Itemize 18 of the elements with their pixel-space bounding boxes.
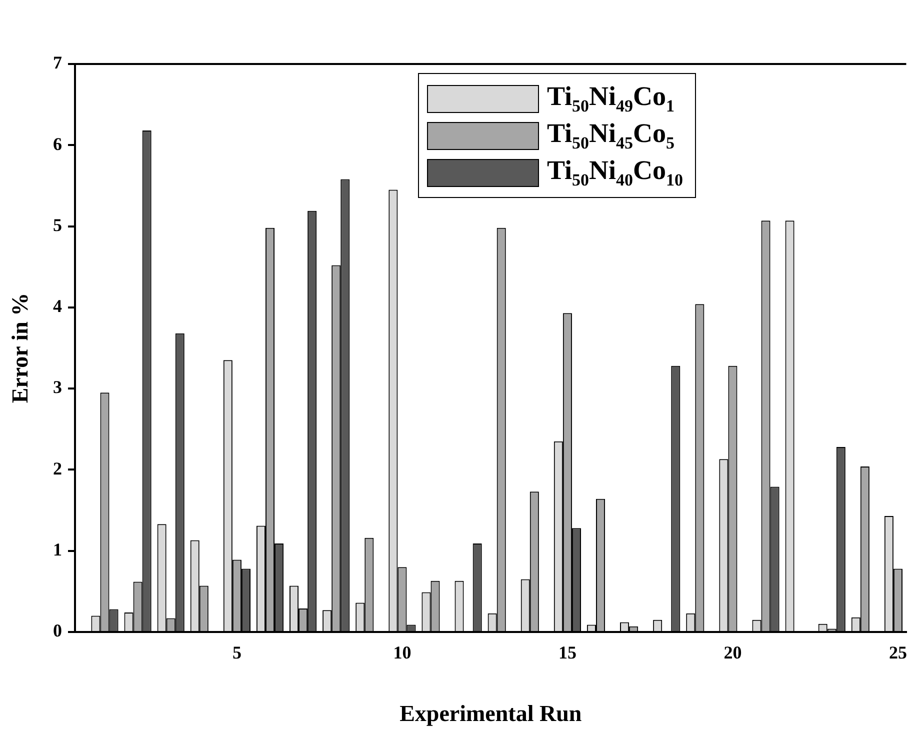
- x-tick-label: 5: [232, 642, 242, 662]
- legend-label: Ti$_{50}$Ni$_{49}$Co$_{1}$: [547, 80, 675, 116]
- legend-label: Ti$_{50}$Ni$_{45}$Co$_{5}$: [547, 118, 675, 154]
- y-tick-label: 6: [53, 134, 62, 154]
- y-tick-label: 2: [53, 458, 62, 478]
- y-tick-label: 4: [53, 296, 62, 316]
- x-axis-title: Experimental Run: [400, 701, 582, 726]
- legend-label: Ti$_{50}$Ni$_{40}$Co$_{10}$: [547, 154, 684, 190]
- x-tick-label: 15: [558, 642, 576, 662]
- y-tick-label: 3: [53, 377, 62, 398]
- x-tick-label: 10: [393, 642, 412, 662]
- y-tick-label: 1: [53, 540, 62, 560]
- y-tick-label: 0: [53, 620, 62, 641]
- y-tick-label: 5: [53, 214, 62, 235]
- y-axis-title: Error in %: [8, 292, 33, 404]
- y-tick-label: 7: [53, 52, 62, 73]
- x-tick-label: 20: [724, 642, 742, 662]
- x-tick-label: 25: [888, 642, 907, 662]
